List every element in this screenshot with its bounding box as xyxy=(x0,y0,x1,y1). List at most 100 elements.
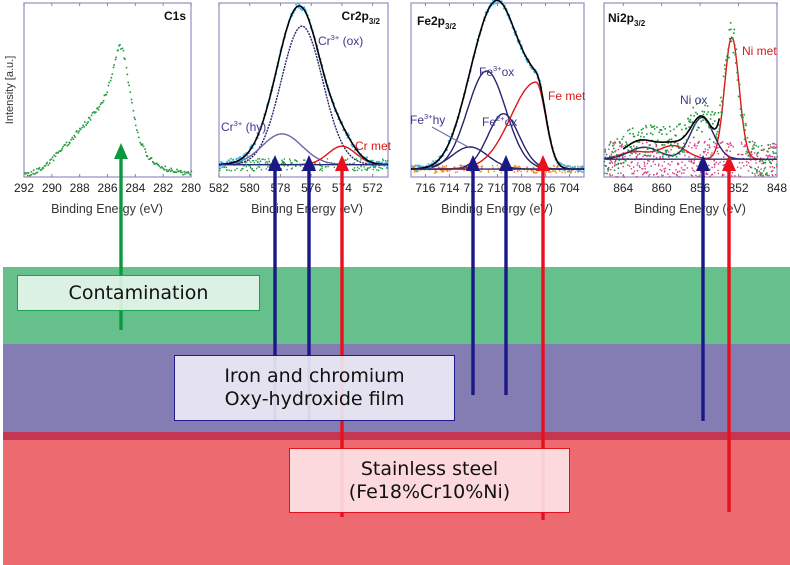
ni2p-residual-point xyxy=(611,166,614,168)
fe2p-data-point xyxy=(579,170,581,172)
fe2p-data-point xyxy=(438,156,441,158)
c1s-data-point xyxy=(36,167,38,170)
cr2p-data-point xyxy=(249,147,251,150)
ni2p-residual-point xyxy=(667,142,670,144)
cr2p-residual-point xyxy=(333,166,336,168)
ni2p-residual-point xyxy=(731,172,734,174)
ni2p-data-point xyxy=(704,119,707,122)
ni2p-data-point xyxy=(715,133,718,135)
fe2p-data-point xyxy=(562,164,565,166)
cr2p-residual-point xyxy=(246,169,248,172)
fe3-hy-leader xyxy=(431,126,471,149)
c1s-tick-label: 284 xyxy=(125,181,145,195)
ni2p-residual-point xyxy=(681,161,683,163)
fe2p-residual-point xyxy=(517,166,520,168)
ni2p-data-point xyxy=(769,161,771,163)
c1s-data-point xyxy=(43,165,46,167)
c1s-data-point xyxy=(60,149,63,152)
cr2p-residual-point xyxy=(266,166,269,168)
cr2p-data-point xyxy=(249,145,252,148)
fe2p-data-point xyxy=(534,68,537,71)
ni2p-residual-point xyxy=(667,173,669,175)
fe2p-data-point xyxy=(450,133,453,135)
ni2p-data-point xyxy=(670,138,673,141)
cr2p-residual-point xyxy=(360,164,362,167)
ni2p-residual-point xyxy=(633,170,636,172)
ni2p-data-point xyxy=(742,124,745,127)
cr2p-residual-point xyxy=(358,167,360,170)
fe2p-data-point xyxy=(416,164,419,167)
c1s-data-point xyxy=(152,160,154,163)
ni2p-residual-point xyxy=(604,149,606,151)
c1s-data-point xyxy=(54,155,57,158)
cr2p-data-point xyxy=(221,162,224,164)
c1s-data-point xyxy=(122,49,125,52)
cr2p-residual-point xyxy=(378,166,380,169)
ni2p-residual-point xyxy=(711,166,713,169)
fe2p-residual-point xyxy=(447,169,449,171)
ni2p-residual-point xyxy=(641,142,644,145)
c1s-data-point xyxy=(139,141,142,144)
ni2p-data-point xyxy=(755,169,758,171)
ni2p-residual-point xyxy=(630,168,633,170)
cr2p-residual-point xyxy=(267,162,269,165)
ni2p-residual-point xyxy=(747,162,750,164)
cr2p-residual-point xyxy=(255,159,257,162)
fe2p-residual-point xyxy=(535,169,537,172)
ni2p-data-point xyxy=(708,138,711,140)
c1s-data-point xyxy=(32,169,35,171)
cr2p-residual-point xyxy=(240,169,242,171)
c1s-tick-label: 286 xyxy=(97,181,117,195)
cr2p-residual-point xyxy=(366,169,369,171)
fe2p-residual-point xyxy=(441,170,443,172)
ni2p-residual-point xyxy=(624,155,626,158)
cr2p-residual-point xyxy=(369,166,372,168)
cr2p-residual-point xyxy=(294,159,297,161)
ni2p-data-point xyxy=(706,105,709,107)
c1s-data-point xyxy=(103,94,106,97)
ni2p-residual-point xyxy=(762,149,764,152)
ni2p-residual-point xyxy=(772,169,774,172)
fe2p-data-point xyxy=(433,161,435,163)
c1s-data-point xyxy=(154,163,157,165)
fe2p-residual-point xyxy=(526,166,529,168)
chart-cr2p: 582580578576574572 xyxy=(209,2,389,195)
fe2p-data-point xyxy=(533,70,536,72)
ni2p-data-point xyxy=(646,133,648,135)
fe2p-data-point xyxy=(571,166,574,168)
fe2p-residual-point xyxy=(533,170,535,173)
ni2p-residual-point xyxy=(622,157,625,160)
ni2p-residual-point xyxy=(620,146,623,148)
cr2p-residual-point xyxy=(257,158,259,160)
cr2p-data-point xyxy=(305,10,307,12)
cr2p-data-point xyxy=(242,154,244,157)
cr2p-residual-point xyxy=(353,169,355,172)
ni2p-residual-point xyxy=(743,145,745,148)
fe2p-data-point xyxy=(577,170,580,172)
ni2p-residual-point xyxy=(682,169,684,171)
fe2p-tick-label: 716 xyxy=(415,181,435,195)
ni2p-residual-point xyxy=(698,175,700,177)
cr2p-residual-point xyxy=(252,169,255,172)
fe2p-data-point xyxy=(570,171,573,173)
c1s-data-point xyxy=(126,73,129,76)
cr2p-data-point xyxy=(228,161,231,163)
c1s-data-point xyxy=(186,172,188,174)
ni2p-residual-point xyxy=(609,162,612,164)
fe2p-residual-point xyxy=(571,169,573,172)
ni2p-residual-point xyxy=(704,150,706,153)
c1s-tick-label: 290 xyxy=(42,181,62,195)
fe2p-residual-point xyxy=(456,171,459,173)
ni2p-tick-label: 848 xyxy=(767,181,787,195)
ni2p-data-point xyxy=(745,124,747,127)
fe2p-data-point xyxy=(495,2,497,5)
ni2p-data-point xyxy=(701,130,703,133)
fe2p-residual-point xyxy=(579,166,581,168)
cr2p-residual-point xyxy=(260,169,263,171)
ni2p-residual-point xyxy=(709,168,711,171)
ni2p-residual-point xyxy=(683,172,685,174)
ni2p-residual-point xyxy=(774,174,777,176)
fe2p-data-point xyxy=(417,165,420,168)
fe2p-data-point xyxy=(581,166,584,168)
ni2p-residual-point xyxy=(749,165,751,168)
